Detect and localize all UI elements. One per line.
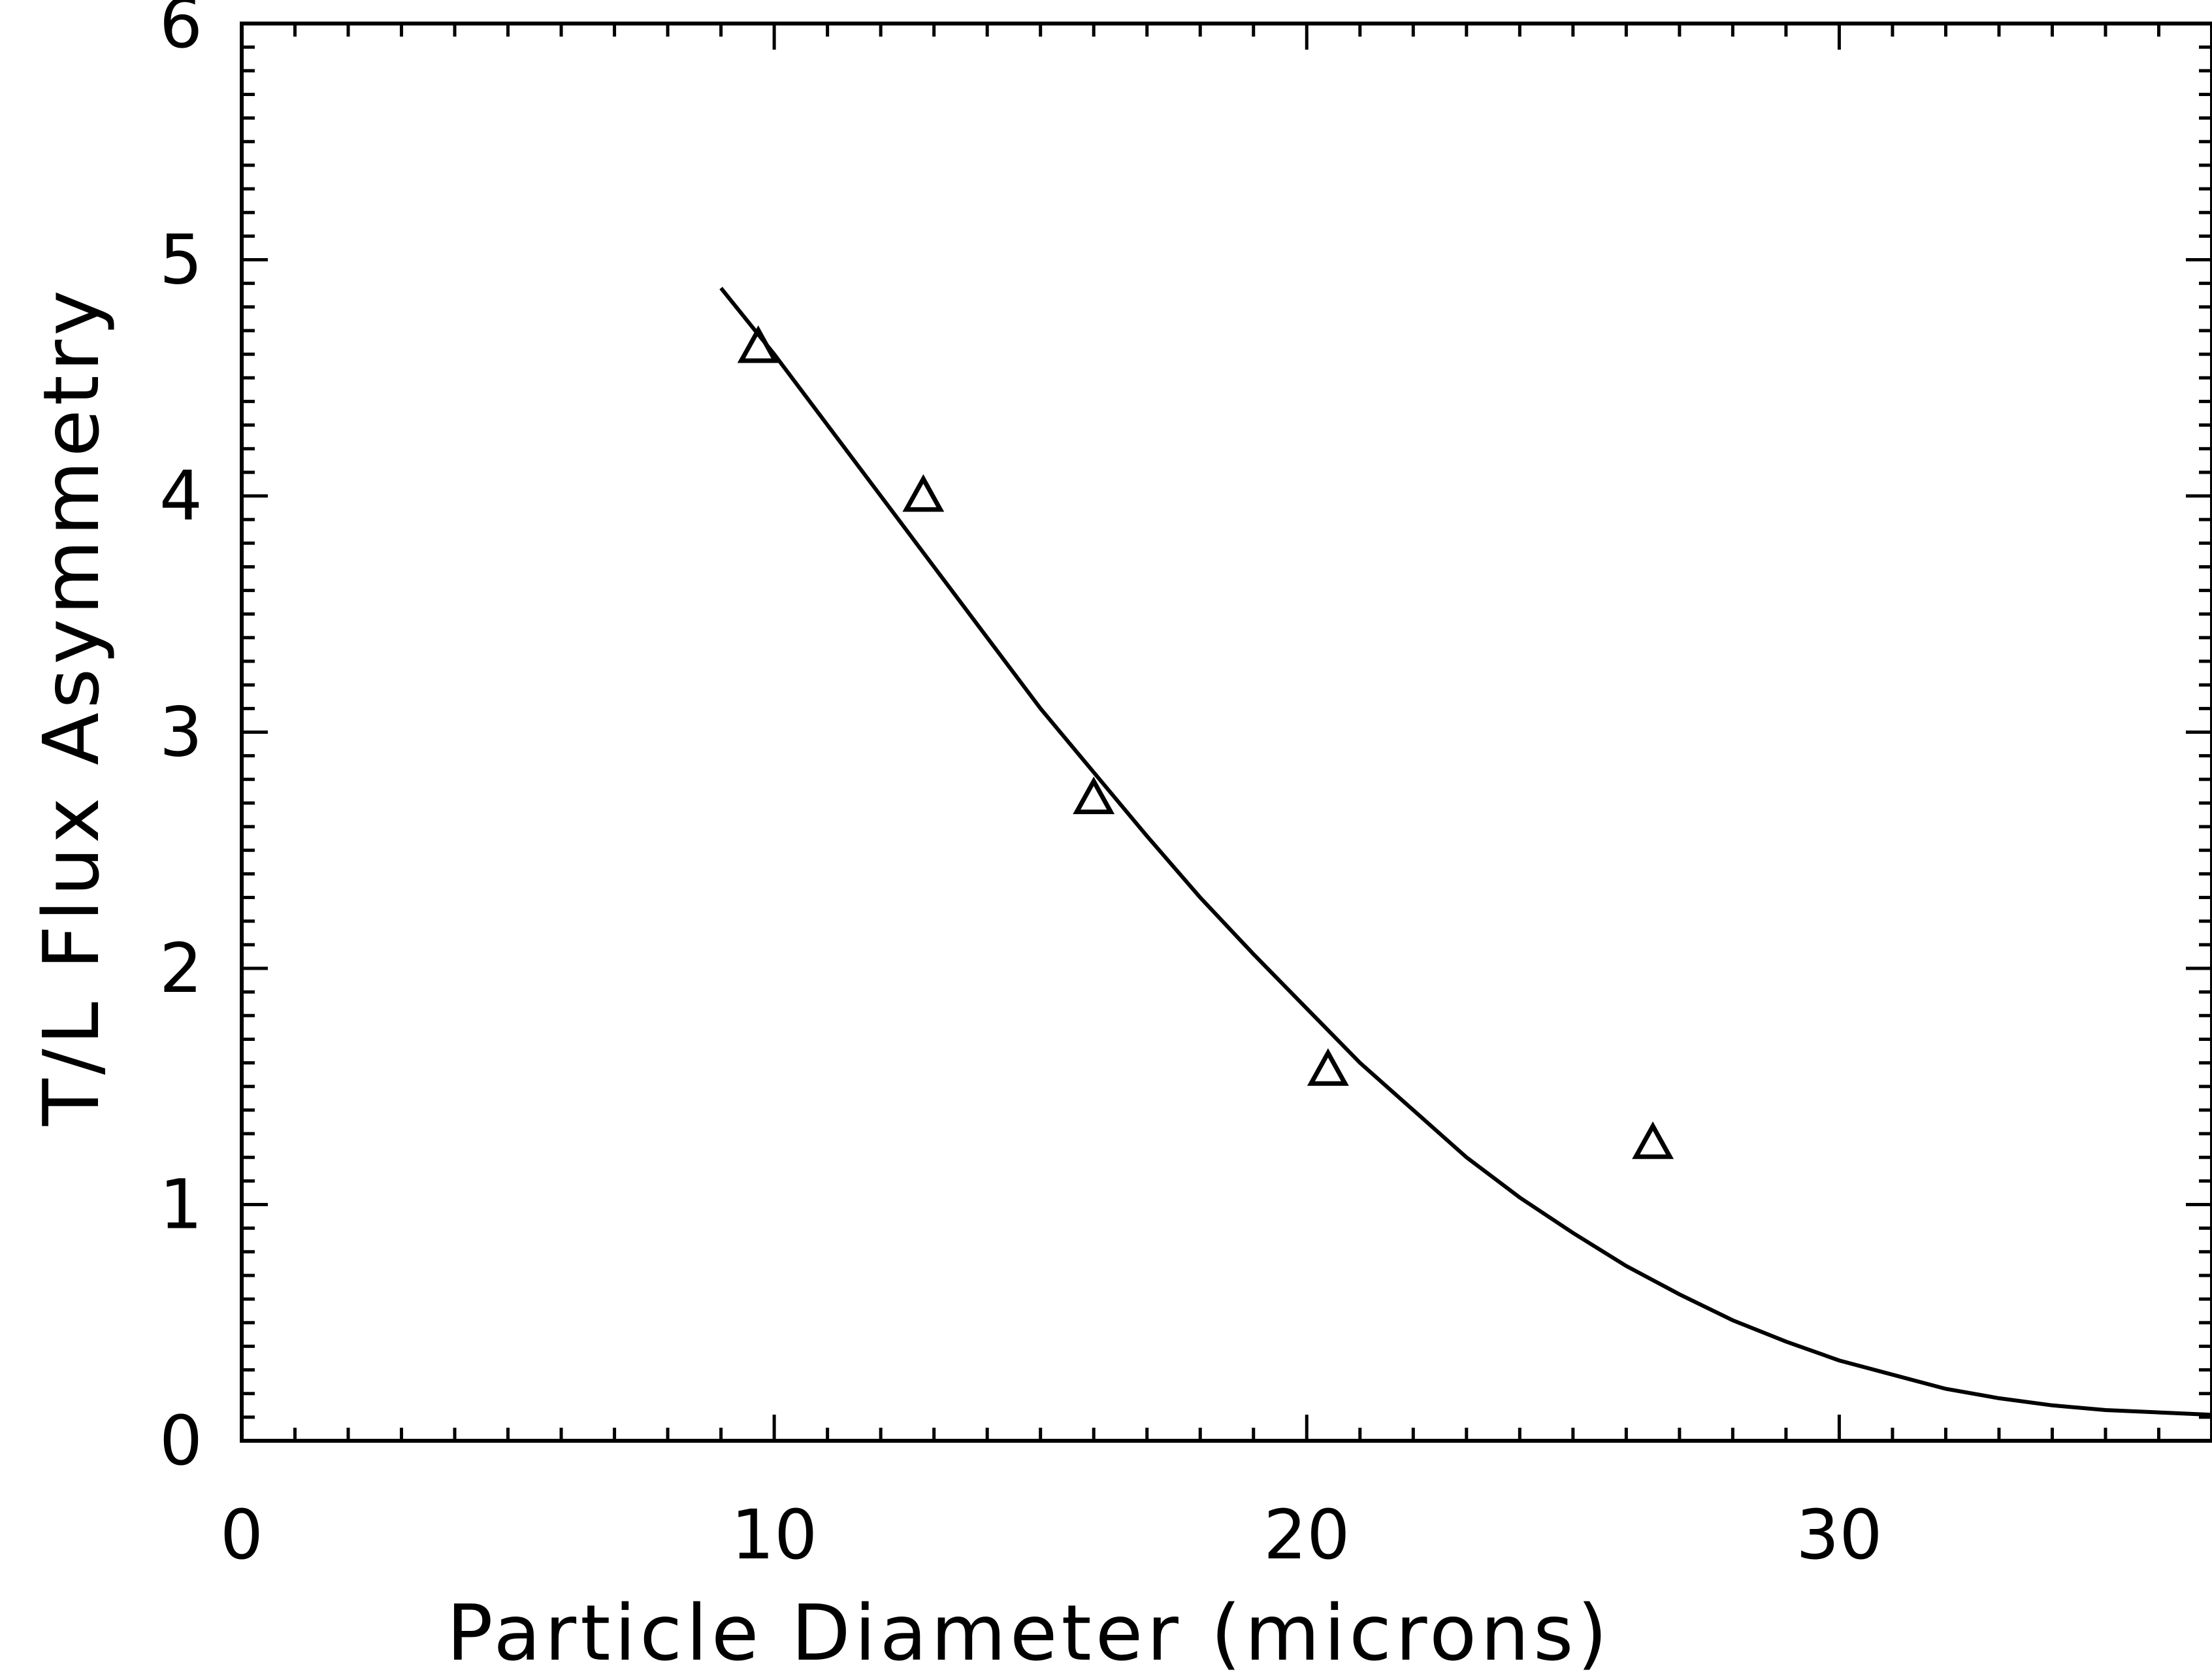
x-tick-label: 0	[220, 1495, 263, 1575]
y-tick-label: 6	[159, 0, 203, 63]
triangle-marker	[902, 474, 945, 512]
x-tick-label: 10	[731, 1495, 817, 1575]
axis-ticks	[240, 22, 2212, 1443]
x-axis-label: Particle Diameter (microns)	[447, 1588, 1612, 1676]
plot-frame	[240, 22, 2212, 1443]
triangle-marker	[1073, 776, 1115, 815]
tick-labels: 0 10 20 30 0 1 2 3 4 5 6	[159, 0, 1883, 1575]
y-tick-label: 2	[159, 928, 203, 1008]
y-axis-label: T/L Flux Asymmetry	[26, 286, 116, 1126]
y-tick-label: 1	[159, 1165, 203, 1245]
data-markers	[737, 325, 1674, 1159]
triangle-marker	[1632, 1121, 1674, 1159]
y-tick-label: 0	[159, 1401, 203, 1481]
y-tick-label: 4	[159, 456, 203, 536]
fit-curve	[719, 287, 2212, 1417]
triangle-marker	[737, 325, 779, 363]
triangle-marker	[1307, 1048, 1349, 1086]
y-tick-label: 3	[159, 693, 203, 772]
x-tick-label: 20	[1263, 1495, 1350, 1575]
x-tick-label: 30	[1796, 1495, 1882, 1575]
y-tick-label: 5	[159, 220, 203, 300]
